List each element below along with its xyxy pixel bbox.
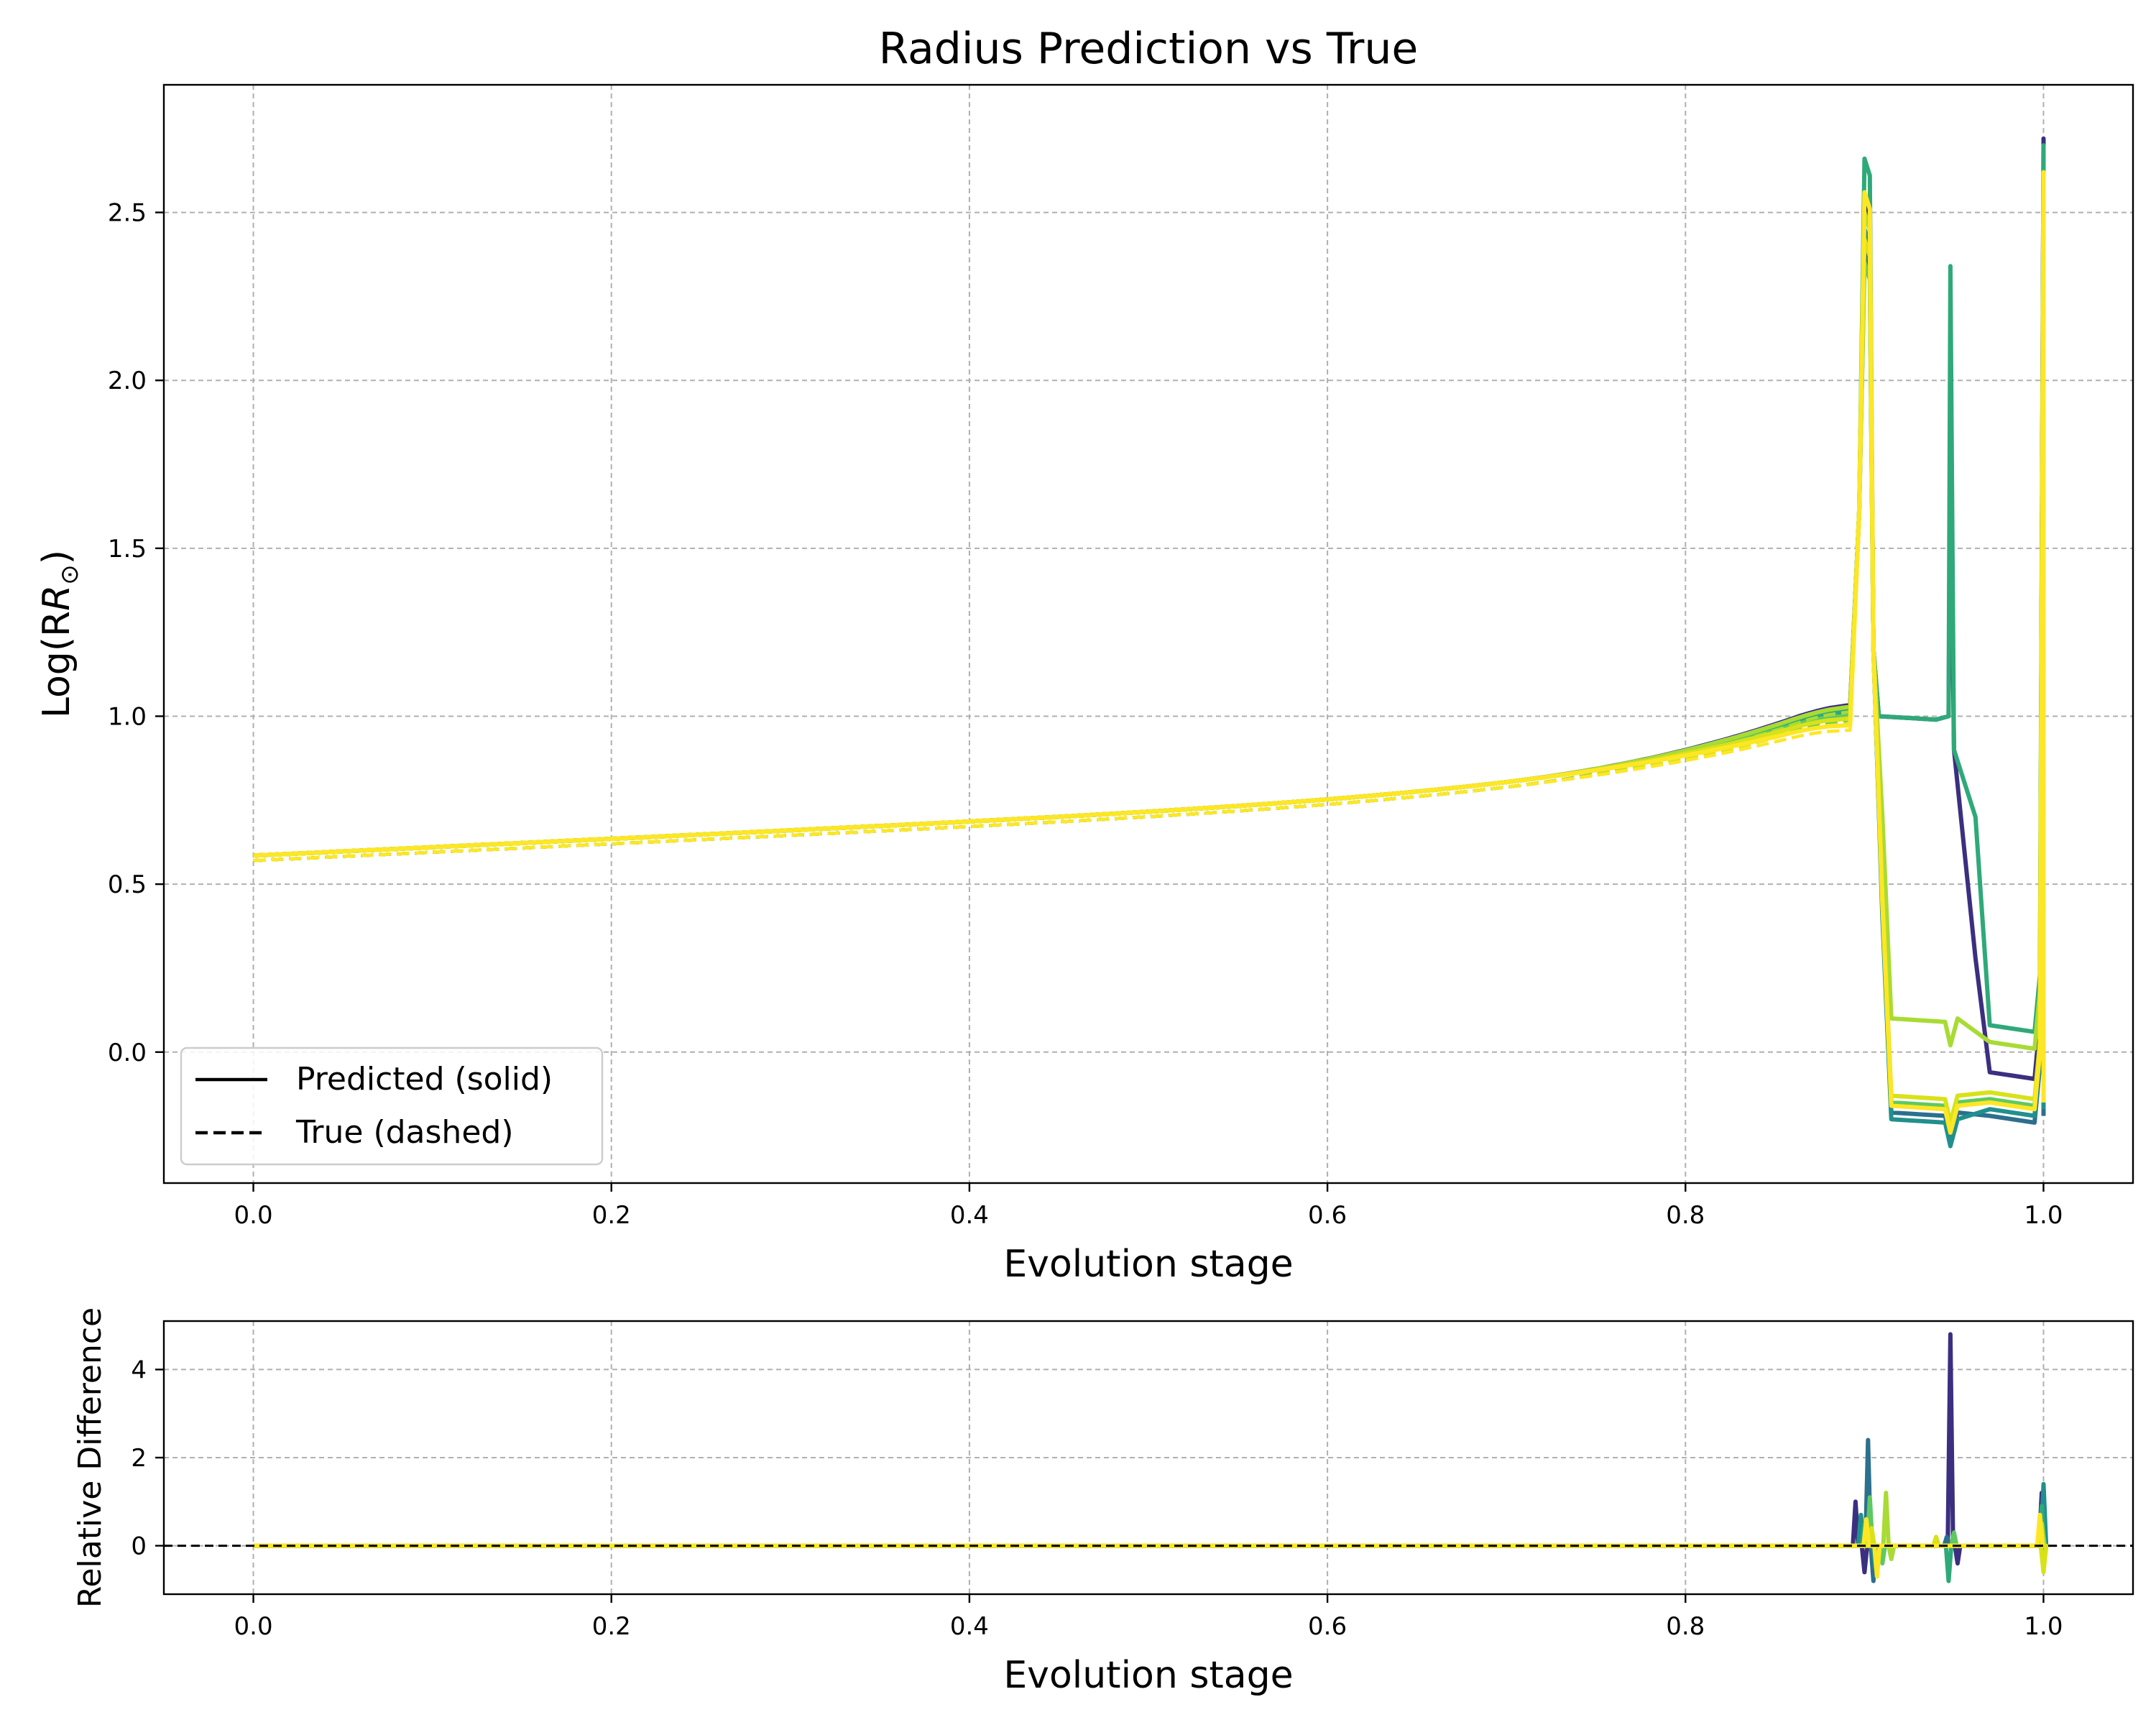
relative-difference-line-3 xyxy=(253,1504,2047,1583)
bottom-xtick-label: 1.0 xyxy=(2024,1612,2063,1641)
true-series-line-3 xyxy=(253,157,2045,1034)
top-axes-frame xyxy=(162,83,2134,1184)
relative-difference-line-5 xyxy=(253,1491,2047,1561)
legend-label-true: True (dashed) xyxy=(295,1114,513,1151)
true-series-line-5 xyxy=(253,211,2045,1051)
legend-label-predicted: Predicted (solid) xyxy=(296,1061,553,1098)
legend: Predicted (solid) True (dashed) xyxy=(180,1046,604,1166)
legend-box xyxy=(180,1046,604,1166)
relative-difference-line-6 xyxy=(253,1526,2049,1575)
bottom-grid xyxy=(164,1321,2133,1594)
top-ytick-label: 0.5 xyxy=(108,870,147,899)
bottom-ylabel: Relative Difference xyxy=(72,1307,109,1608)
radius-panel: Radius Prediction vs True 0.0 0.2 0.4 0.6 0.… xyxy=(35,24,2134,1286)
true-series-line-4 xyxy=(253,261,2045,1131)
bottom-xlabel: Evolution stage xyxy=(1003,1654,1293,1697)
bottom-ytick-label: 4 xyxy=(131,1356,147,1384)
bottom-xtick-label: 0.6 xyxy=(1308,1612,1347,1641)
top-series-group xyxy=(253,136,2046,1149)
relative-difference-panel: 0.0 0.2 0.4 0.6 0.8 1.0 0 2 4 Evolution stage Re… xyxy=(72,1307,2134,1697)
top-ticks: 0.0 0.2 0.4 0.6 0.8 1.0 0.0 0.5 1.0 1.5 2.0 2.5 xyxy=(108,199,2063,1230)
true-series-line-0 xyxy=(253,170,2045,1081)
predicted-series-line-4 xyxy=(253,244,2046,1132)
top-grid xyxy=(164,85,2133,1183)
top-plot-area xyxy=(253,136,2046,1149)
top-ytick-label: 1.5 xyxy=(108,535,147,564)
predicted-series-line-5 xyxy=(253,193,2046,1052)
bottom-xtick-label: 0.2 xyxy=(592,1612,631,1641)
relative-difference-line-4 xyxy=(253,1495,2044,1566)
bottom-xtick-label: 0.4 xyxy=(950,1612,989,1641)
bottom-xtick-label: 0.8 xyxy=(1666,1612,1705,1641)
top-xtick-label: 0.6 xyxy=(1308,1201,1347,1230)
predicted-series-line-6 xyxy=(253,226,2046,1125)
top-xtick-label: 0.0 xyxy=(234,1201,273,1230)
predicted-series-line-7 xyxy=(253,170,2046,1135)
bottom-ytick-label: 0 xyxy=(131,1532,147,1561)
top-ytick-label: 1.0 xyxy=(108,702,147,731)
top-ytick-label: 2.5 xyxy=(108,199,147,228)
top-xtick-label: 1.0 xyxy=(2024,1201,2063,1230)
true-series-line-2 xyxy=(253,211,2045,1148)
true-series-line-6 xyxy=(253,237,2045,1125)
relative-difference-line-1 xyxy=(253,1438,2049,1583)
top-ytick-label: 2.0 xyxy=(108,367,147,395)
top-xtick-label: 0.4 xyxy=(950,1201,989,1230)
predicted-series-line-0 xyxy=(253,136,2046,1082)
bottom-ticks: 0.0 0.2 0.4 0.6 0.8 1.0 0 2 4 xyxy=(131,1356,2063,1641)
true-series-line-7 xyxy=(253,190,2045,1135)
top-xtick-label: 0.8 xyxy=(1666,1201,1705,1230)
top-ytick-label: 0.0 xyxy=(108,1039,147,1067)
predicted-series-line-3 xyxy=(253,143,2046,1034)
top-ylabel: Log(RR⊙) xyxy=(35,550,84,718)
top-xtick-label: 0.2 xyxy=(592,1201,631,1230)
predicted-series-line-2 xyxy=(253,176,2046,1149)
top-xlabel: Evolution stage xyxy=(1003,1243,1293,1286)
relative-difference-line-2 xyxy=(253,1481,2049,1570)
chart-title: Radius Prediction vs True xyxy=(879,24,1419,74)
predicted-series-line-1 xyxy=(253,210,2046,1142)
bottom-xtick-label: 0.0 xyxy=(234,1612,273,1641)
bottom-ytick-label: 2 xyxy=(131,1444,147,1473)
